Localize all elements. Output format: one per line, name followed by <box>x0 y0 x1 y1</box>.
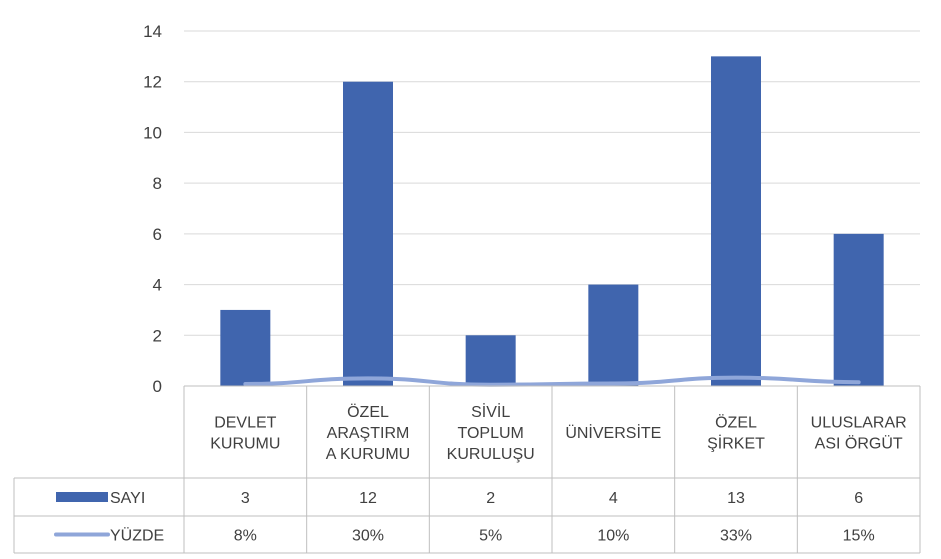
data-table-cell: 2 <box>486 490 495 507</box>
bar <box>343 81 393 386</box>
y-axis-ticks: 0 2 4 6 8 10 12 14 <box>143 22 162 396</box>
category-label: SİVİL TOPLUM KURULUŞU <box>447 402 535 463</box>
legend-key-sayi <box>56 492 108 502</box>
data-table-cell: 8% <box>234 528 257 545</box>
data-table-cell: 15% <box>843 528 875 545</box>
category-label: ÖZEL ŞİRKET <box>707 414 765 453</box>
series-name: YÜZDE <box>110 527 164 545</box>
y-tick-label: 14 <box>143 22 162 41</box>
bar <box>220 309 271 386</box>
data-table-cell: 13 <box>727 490 745 507</box>
gridlines <box>184 30 920 387</box>
category-label-line: ASI ÖRGÜT <box>815 435 903 453</box>
y-tick-label: 4 <box>153 276 162 295</box>
category-label-line: KURULUŞU <box>447 446 535 463</box>
category-label-line: ÜNİVERSİTE <box>565 423 661 442</box>
y-tick-label: 6 <box>153 225 162 244</box>
bar <box>465 335 516 386</box>
category-label-line: DEVLET <box>214 415 276 432</box>
category-label: DEVLET KURUMU <box>210 415 280 453</box>
data-table-cell: 30% <box>352 528 384 545</box>
category-label-line: A KURUMU <box>326 446 410 463</box>
series-name: SAYI <box>110 490 145 507</box>
line-series-yuzde <box>243 375 861 387</box>
bar <box>711 56 761 386</box>
data-table-cell: 10% <box>597 528 629 545</box>
y-tick-label: 2 <box>153 326 162 345</box>
category-label-line: ÖZEL <box>347 403 389 421</box>
category-label-line: ÖZEL <box>715 414 757 432</box>
category-label-line: ARAŞTIRM <box>327 425 410 442</box>
category-label: ULUSLARAR ASI ÖRGÜT <box>811 415 907 453</box>
category-label-line: SİVİL <box>471 402 510 421</box>
data-table-cell: 12 <box>359 490 377 507</box>
category-label-line: KURUMU <box>210 436 280 453</box>
line-yuzde <box>243 375 861 387</box>
data-table: DEVLET KURUMU ÖZEL ARAŞTIRM A KURUMU SİVİL TOP… <box>13 385 921 554</box>
bar <box>833 233 884 386</box>
y-tick-label: 0 <box>153 377 162 396</box>
data-table-cell: 33% <box>720 528 752 545</box>
y-tick-label: 8 <box>153 174 162 193</box>
category-label: ÜNİVERSİTE <box>565 423 661 442</box>
category-label-line: ULUSLARAR <box>811 415 907 432</box>
bar <box>588 284 639 386</box>
bars-sayi <box>220 56 884 386</box>
y-tick-label: 12 <box>143 73 162 92</box>
category-label: ÖZEL ARAŞTIRM A KURUMU <box>326 403 410 463</box>
y-tick-label: 10 <box>143 123 162 142</box>
category-label-line: ŞİRKET <box>707 434 765 453</box>
data-table-cell: 3 <box>241 490 250 507</box>
data-table-cell: 4 <box>609 490 618 507</box>
data-table-cell: 6 <box>854 490 863 507</box>
data-table-cell: 5% <box>479 528 502 545</box>
category-label-line: TOPLUM <box>457 425 523 442</box>
